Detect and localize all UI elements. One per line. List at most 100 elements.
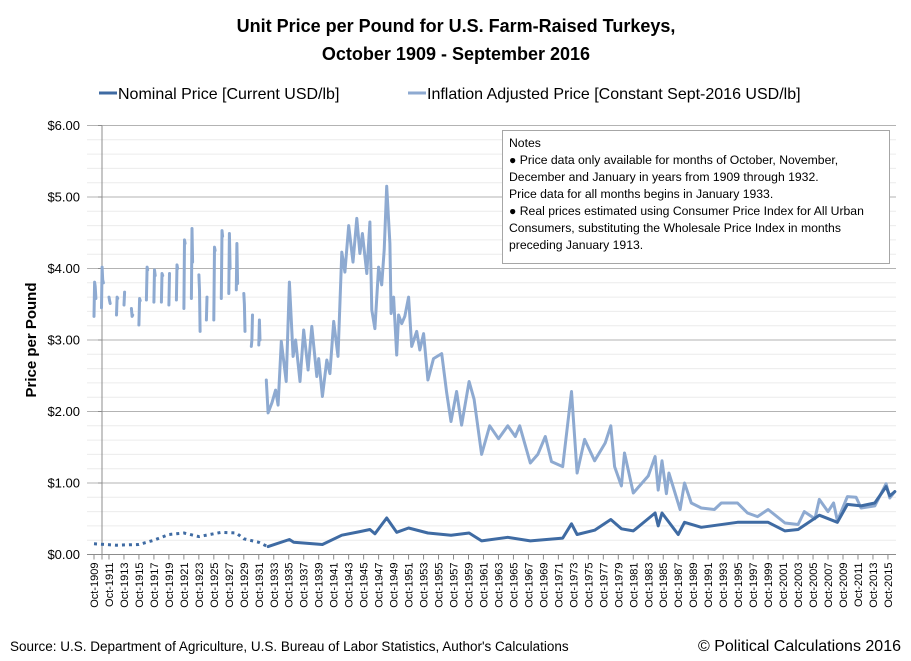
x-tick-label: Oct-1929 <box>239 563 251 608</box>
source-note: Source: U.S. Department of Agriculture, … <box>10 639 569 654</box>
x-tick-label: Oct-1989 <box>688 563 700 608</box>
legend-label-nominal: Nominal Price [Current USD/lb] <box>118 86 339 103</box>
x-tick-label: Oct-1991 <box>703 563 715 608</box>
x-tick-label: Oct-2005 <box>808 563 820 608</box>
x-tick-label: Oct-1971 <box>553 563 565 608</box>
x-tick-label: Oct-2007 <box>823 563 835 608</box>
y-tick-label: $2.00 <box>47 404 80 419</box>
x-tick-label: Oct-1997 <box>748 563 760 608</box>
legend: Nominal Price [Current USD/lb] Inflation… <box>99 86 801 103</box>
x-tick-label: Oct-1965 <box>508 563 520 608</box>
inflation-adjusted-price-line-segment <box>174 263 180 302</box>
x-axis-ticks: Oct-1909 Oct-1911 Oct-1913 Oct-1915 Oct-1917… <box>89 554 895 608</box>
x-tick-label: Oct-1915 <box>134 563 146 608</box>
inflation-adjusted-price-line-segment <box>100 265 105 310</box>
x-tick-label: Oct-1973 <box>568 563 580 608</box>
x-tick-label: Oct-2015 <box>883 563 895 608</box>
x-tick-label: Oct-1937 <box>299 563 311 608</box>
x-tick-label: Oct-1927 <box>224 563 236 608</box>
inflation-adjusted-price-line-segment <box>197 273 202 333</box>
inflation-adjusted-price-line-segment <box>234 242 240 292</box>
y-tick-label: $3.00 <box>47 333 80 348</box>
inflation-adjusted-price-line-segment <box>264 184 897 526</box>
x-tick-label: Oct-1985 <box>658 563 670 608</box>
x-tick-label: Oct-2001 <box>778 563 790 608</box>
x-tick-label: Oct-1933 <box>269 563 281 608</box>
y-tick-label: $0.00 <box>47 547 80 562</box>
x-tick-label: Oct-1923 <box>194 563 206 608</box>
x-tick-label: Oct-1939 <box>314 563 326 608</box>
x-tick-label: Oct-2009 <box>838 563 850 608</box>
y-tick-label: $5.00 <box>47 190 80 205</box>
nominal-price-line-segment <box>93 530 267 548</box>
inflation-adjusted-price-line-segment <box>159 272 165 304</box>
x-tick-label: Oct-1921 <box>179 563 191 608</box>
x-tick-label: Oct-1947 <box>374 563 386 608</box>
x-tick-label: Oct-1951 <box>404 563 416 608</box>
x-tick-label: Oct-1961 <box>478 563 490 608</box>
x-tick-label: Oct-1955 <box>434 563 446 608</box>
y-tick-label: $1.00 <box>47 476 80 491</box>
inflation-adjusted-price-line-segment <box>152 268 157 304</box>
x-tick-label: Oct-2003 <box>793 563 805 608</box>
inflation-adjusted-price-line-segment <box>129 307 135 318</box>
notes-line-1: ● Price data only available for months o… <box>509 153 839 184</box>
y-axis-label: Price per Pound <box>23 282 40 397</box>
copyright-note: © Political Calculations 2016 <box>698 638 901 655</box>
x-tick-label: Oct-1979 <box>613 563 625 608</box>
x-tick-label: Oct-1981 <box>628 563 640 608</box>
series-lines <box>92 184 897 549</box>
inflation-adjusted-price-line-segment <box>227 232 232 295</box>
x-tick-label: Oct-1931 <box>254 563 266 608</box>
x-tick-label: Oct-1963 <box>493 563 505 608</box>
x-tick-label: Oct-1949 <box>389 563 401 608</box>
inflation-adjusted-price-line-segment <box>249 313 254 348</box>
x-tick-label: Oct-1983 <box>643 563 655 608</box>
x-tick-label: Oct-1919 <box>164 563 176 608</box>
inflation-adjusted-price-line-segment <box>137 297 142 327</box>
nominal-price-line-segment <box>266 485 897 549</box>
inflation-adjusted-price-line-segment <box>122 290 127 307</box>
y-tick-label: $4.00 <box>47 261 80 276</box>
x-tick-label: Oct-1975 <box>583 563 595 608</box>
inflation-adjusted-price-line-segment <box>182 238 187 310</box>
y-axis-ticks: $0.00 $1.00 $2.00 $3.00 $4.00 $5.00 $6.00 <box>47 118 102 562</box>
notes-heading: Notes <box>509 136 541 150</box>
x-tick-label: Oct-1917 <box>149 563 161 608</box>
legend-label-real: Inflation Adjusted Price [Constant Sept-… <box>427 86 801 103</box>
x-tick-label: Oct-1995 <box>733 563 745 608</box>
x-tick-label: Oct-1987 <box>673 563 685 608</box>
inflation-adjusted-price-line-segment <box>204 295 209 322</box>
inflation-adjusted-price-line-segment <box>257 318 262 347</box>
x-tick-label: Oct-1913 <box>119 563 131 608</box>
inflation-adjusted-price-line-segment <box>167 272 171 307</box>
x-tick-label: Oct-2013 <box>868 563 880 608</box>
x-tick-label: Oct-1993 <box>718 563 730 608</box>
inflation-adjusted-price-line-segment <box>189 227 195 300</box>
chart-subtitle: October 1909 - September 2016 <box>322 44 590 64</box>
x-tick-label: Oct-1943 <box>344 563 356 608</box>
inflation-adjusted-price-line-segment <box>115 295 120 317</box>
x-tick-label: Oct-1935 <box>284 563 296 608</box>
inflation-adjusted-price-line-segment <box>107 295 112 305</box>
x-tick-label: Oct-1945 <box>359 563 371 608</box>
x-tick-label: Oct-1969 <box>538 563 550 608</box>
x-tick-label: Oct-1957 <box>449 563 461 608</box>
x-tick-label: Oct-1941 <box>329 563 341 608</box>
x-tick-label: Oct-1911 <box>104 563 116 607</box>
x-tick-label: Oct-1999 <box>763 563 775 608</box>
x-tick-label: Oct-2011 <box>853 563 865 607</box>
inflation-adjusted-price-line-segment <box>212 245 217 322</box>
notes-line-2: Price data for all months begins in Janu… <box>509 187 774 201</box>
notes-line-3: ● Real prices estimated using Consumer P… <box>509 204 864 252</box>
x-tick-label: Oct-1977 <box>598 563 610 608</box>
inflation-adjusted-price-line-segment <box>92 280 98 318</box>
x-tick-label: Oct-1953 <box>419 563 431 608</box>
inflation-adjusted-price-line-segment <box>219 229 225 300</box>
inflation-adjusted-price-line-segment <box>242 292 247 333</box>
notes-box: Notes ● Price data only available for mo… <box>502 130 890 264</box>
x-tick-label: Oct-1925 <box>209 563 221 608</box>
chart-title: Unit Price per Pound for U.S. Farm-Raise… <box>237 16 676 36</box>
x-tick-label: Oct-1959 <box>464 563 476 608</box>
